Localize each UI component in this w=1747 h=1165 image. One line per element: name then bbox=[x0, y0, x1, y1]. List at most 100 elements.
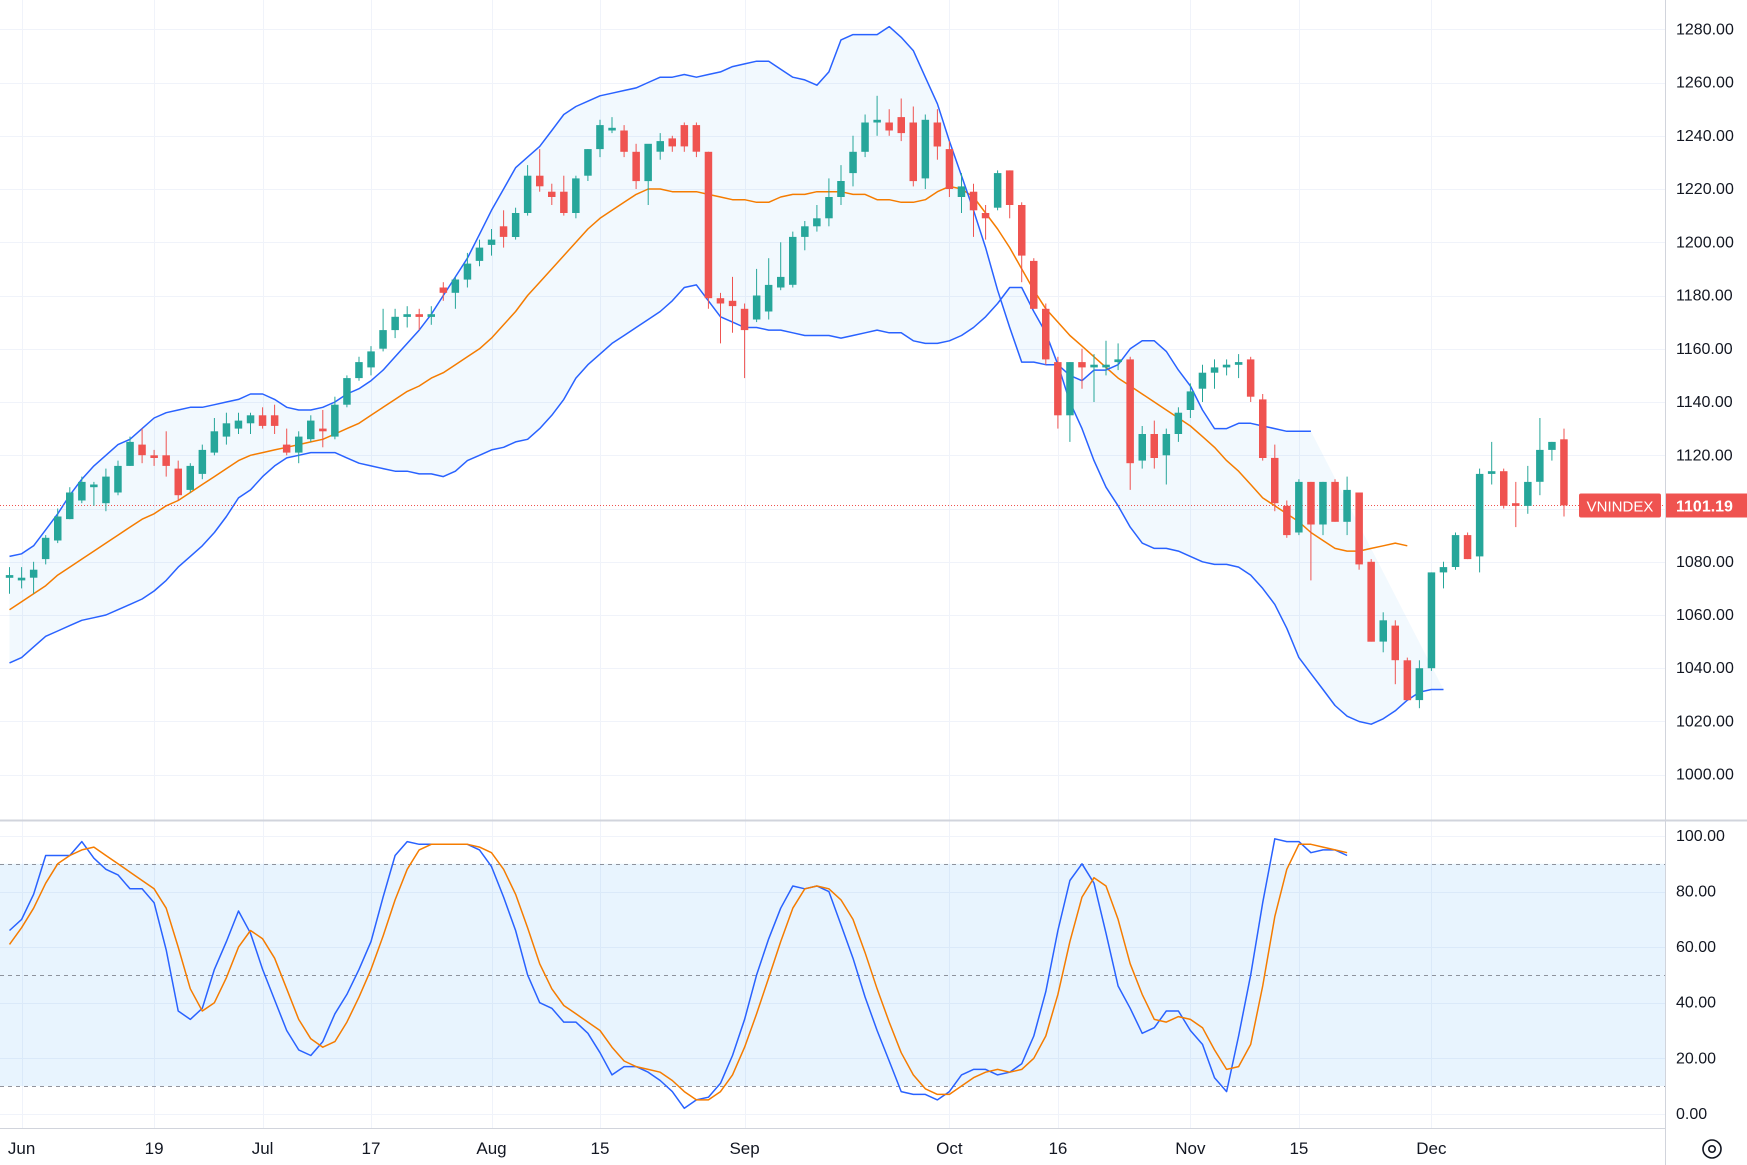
candle-body[interactable] bbox=[475, 247, 484, 261]
candle-body[interactable] bbox=[1114, 359, 1122, 363]
candle[interactable] bbox=[78, 476, 86, 504]
candle-body[interactable] bbox=[981, 213, 990, 219]
candle-body[interactable] bbox=[548, 191, 556, 197]
candle-body[interactable] bbox=[487, 239, 496, 245]
candle[interactable] bbox=[427, 306, 436, 325]
candle-body[interactable] bbox=[162, 455, 170, 466]
candle[interactable] bbox=[680, 122, 689, 152]
candle[interactable] bbox=[1451, 532, 1460, 570]
candle[interactable] bbox=[222, 412, 231, 445]
candle-body[interactable] bbox=[1331, 481, 1339, 522]
candle[interactable] bbox=[1331, 479, 1339, 522]
candle-body[interactable] bbox=[1186, 391, 1195, 410]
settings-button[interactable] bbox=[1702, 1139, 1722, 1159]
candle-body[interactable] bbox=[897, 117, 906, 134]
candle[interactable] bbox=[114, 460, 122, 496]
candle[interactable] bbox=[1150, 420, 1159, 469]
candle-body[interactable] bbox=[596, 125, 604, 150]
candle-body[interactable] bbox=[752, 295, 761, 320]
candle-body[interactable] bbox=[704, 151, 713, 299]
candle-body[interactable] bbox=[78, 481, 86, 501]
candle-body[interactable] bbox=[343, 378, 351, 405]
candle-body[interactable] bbox=[222, 423, 231, 437]
candle[interactable] bbox=[90, 481, 98, 506]
candle[interactable] bbox=[728, 276, 737, 333]
candle-body[interactable] bbox=[1379, 620, 1388, 642]
candle-body[interactable] bbox=[656, 141, 665, 152]
candle-body[interactable] bbox=[1222, 364, 1231, 368]
candle[interactable] bbox=[945, 141, 954, 197]
candle-body[interactable] bbox=[945, 149, 954, 189]
candle[interactable] bbox=[186, 463, 195, 493]
candle-body[interactable] bbox=[1078, 362, 1086, 368]
candle[interactable] bbox=[5, 567, 14, 594]
candle[interactable] bbox=[66, 487, 74, 520]
candle-body[interactable] bbox=[1548, 441, 1556, 450]
candle-body[interactable] bbox=[1512, 503, 1520, 506]
candle-body[interactable] bbox=[861, 122, 869, 152]
candle-body[interactable] bbox=[114, 465, 122, 493]
candle-body[interactable] bbox=[1271, 457, 1279, 504]
candle-body[interactable] bbox=[499, 226, 508, 237]
candle-body[interactable] bbox=[1439, 567, 1448, 573]
candle-body[interactable] bbox=[1463, 535, 1472, 560]
candle[interactable] bbox=[1500, 468, 1508, 509]
candle[interactable] bbox=[307, 415, 315, 442]
candle[interactable] bbox=[644, 143, 652, 205]
candle[interactable] bbox=[523, 165, 532, 216]
candle[interactable] bbox=[451, 276, 460, 309]
candle[interactable] bbox=[1524, 465, 1532, 514]
candle-body[interactable] bbox=[921, 119, 930, 179]
candle[interactable] bbox=[596, 119, 604, 158]
candle-body[interactable] bbox=[186, 465, 195, 490]
candle-body[interactable] bbox=[355, 362, 363, 379]
candle-body[interactable] bbox=[716, 298, 725, 304]
candle[interactable] bbox=[933, 109, 942, 160]
candle-body[interactable] bbox=[957, 186, 966, 197]
candle-body[interactable] bbox=[813, 218, 821, 227]
candle[interactable] bbox=[198, 444, 207, 480]
candle-body[interactable] bbox=[777, 276, 785, 288]
candle[interactable] bbox=[1548, 441, 1556, 461]
candle-body[interactable] bbox=[427, 314, 436, 317]
candle-body[interactable] bbox=[1042, 308, 1050, 360]
candle[interactable] bbox=[138, 428, 146, 464]
candle[interactable] bbox=[969, 183, 978, 237]
candle-body[interactable] bbox=[90, 484, 98, 488]
oscillator-axis[interactable]: 0.00 20.00 40.00 60.00 80.00 100.00 bbox=[1676, 828, 1725, 1123]
candle[interactable] bbox=[1174, 407, 1183, 442]
candle-body[interactable] bbox=[560, 191, 568, 213]
candle[interactable] bbox=[909, 106, 918, 187]
candle-body[interactable] bbox=[391, 316, 399, 331]
candle[interactable] bbox=[1246, 356, 1255, 402]
candle-body[interactable] bbox=[825, 197, 833, 219]
candle[interactable] bbox=[41, 535, 50, 565]
candle-body[interactable] bbox=[1500, 471, 1508, 506]
candle[interactable] bbox=[825, 178, 833, 227]
candle[interactable] bbox=[319, 410, 327, 448]
candle-body[interactable] bbox=[1126, 359, 1134, 464]
candle-body[interactable] bbox=[1234, 362, 1243, 365]
candle-body[interactable] bbox=[295, 436, 303, 453]
candle-body[interactable] bbox=[849, 151, 857, 174]
candle-body[interactable] bbox=[66, 492, 74, 520]
candle[interactable] bbox=[873, 95, 881, 136]
candle-body[interactable] bbox=[584, 149, 592, 176]
candle-body[interactable] bbox=[246, 415, 255, 424]
candle[interactable] bbox=[1138, 426, 1147, 469]
candle[interactable] bbox=[1512, 481, 1520, 528]
candle-body[interactable] bbox=[993, 173, 1002, 208]
candle[interactable] bbox=[499, 210, 508, 248]
candle-body[interactable] bbox=[174, 468, 183, 496]
candle[interactable] bbox=[764, 258, 773, 320]
candle[interactable] bbox=[957, 173, 966, 213]
candle[interactable] bbox=[1186, 383, 1195, 418]
candle[interactable] bbox=[331, 396, 339, 440]
candle[interactable] bbox=[295, 431, 303, 464]
candle-body[interactable] bbox=[523, 175, 532, 213]
candle-body[interactable] bbox=[1560, 439, 1568, 506]
candle-body[interactable] bbox=[1295, 481, 1303, 533]
candle-body[interactable] bbox=[692, 125, 701, 152]
candle-body[interactable] bbox=[54, 516, 62, 541]
candle[interactable] bbox=[1162, 428, 1171, 485]
